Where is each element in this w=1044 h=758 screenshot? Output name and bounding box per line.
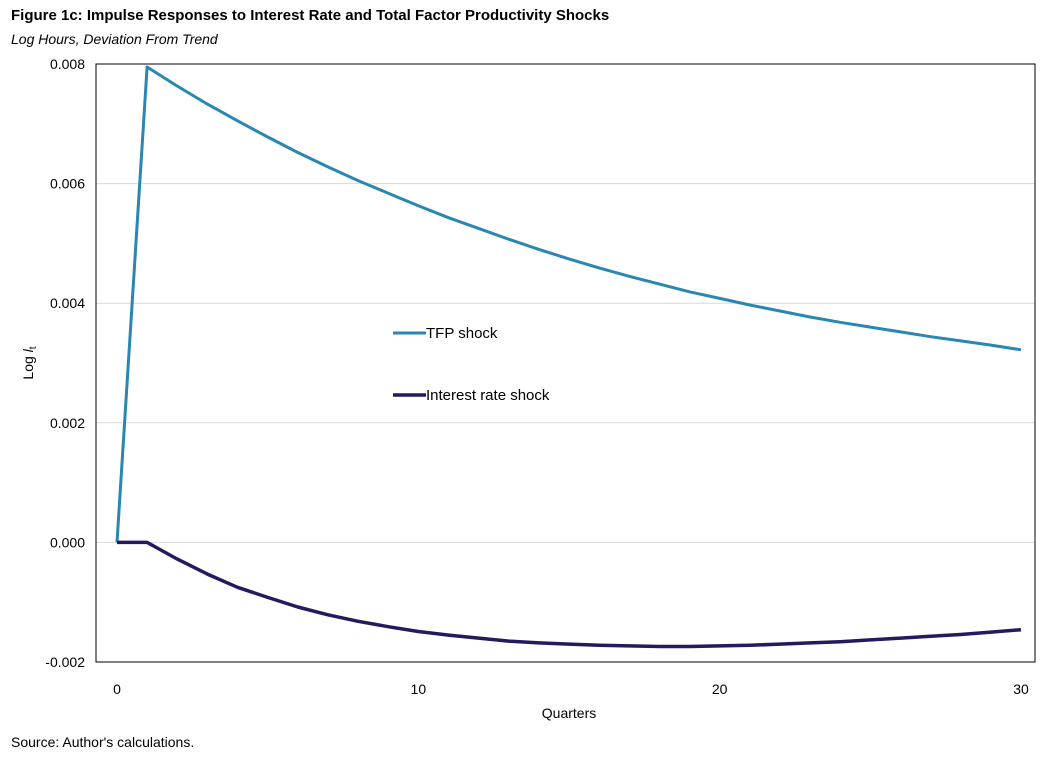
plot-frame xyxy=(95,63,1036,663)
x-tick-label: 10 xyxy=(411,681,427,697)
x-tick-label: 30 xyxy=(1013,681,1029,697)
y-tick-label: 0.006 xyxy=(50,176,85,192)
x-axis-ticks: 0 10 20 30 xyxy=(113,681,1029,697)
source-note: Source: Author's calculations. xyxy=(11,734,195,750)
chart-title: Figure 1c: Impulse Responses to Interest… xyxy=(11,7,610,24)
y-axis-title: Log lt xyxy=(20,346,39,379)
gridlines xyxy=(96,183,1035,543)
x-tick-label: 20 xyxy=(712,681,728,697)
y-axis-title-var: l xyxy=(20,348,36,352)
tfp-shock-line xyxy=(115,65,1022,543)
x-axis-title: Quarters xyxy=(542,705,596,721)
series-lines xyxy=(115,65,1022,649)
x-tick-label: 0 xyxy=(113,681,121,697)
legend-label: TFP shock xyxy=(426,325,498,342)
y-tick-label: 0.004 xyxy=(50,295,85,311)
y-axis-title-main: Log xyxy=(20,352,36,379)
y-tick-label: 0.008 xyxy=(50,56,85,72)
interest-rate-shock-line xyxy=(117,540,1022,649)
y-axis-ticks: -0.002 0.000 0.002 0.004 0.006 0.008 xyxy=(45,56,85,670)
legend-label: Interest rate shock xyxy=(426,387,550,404)
chart-subtitle: Log Hours, Deviation From Trend xyxy=(11,31,218,47)
y-tick-label: 0.000 xyxy=(50,534,85,550)
y-tick-label: 0.002 xyxy=(50,415,85,431)
legend: TFP shock Interest rate shock xyxy=(393,325,550,404)
y-axis-title-sub: t xyxy=(28,346,39,349)
y-tick-label: -0.002 xyxy=(45,654,85,670)
